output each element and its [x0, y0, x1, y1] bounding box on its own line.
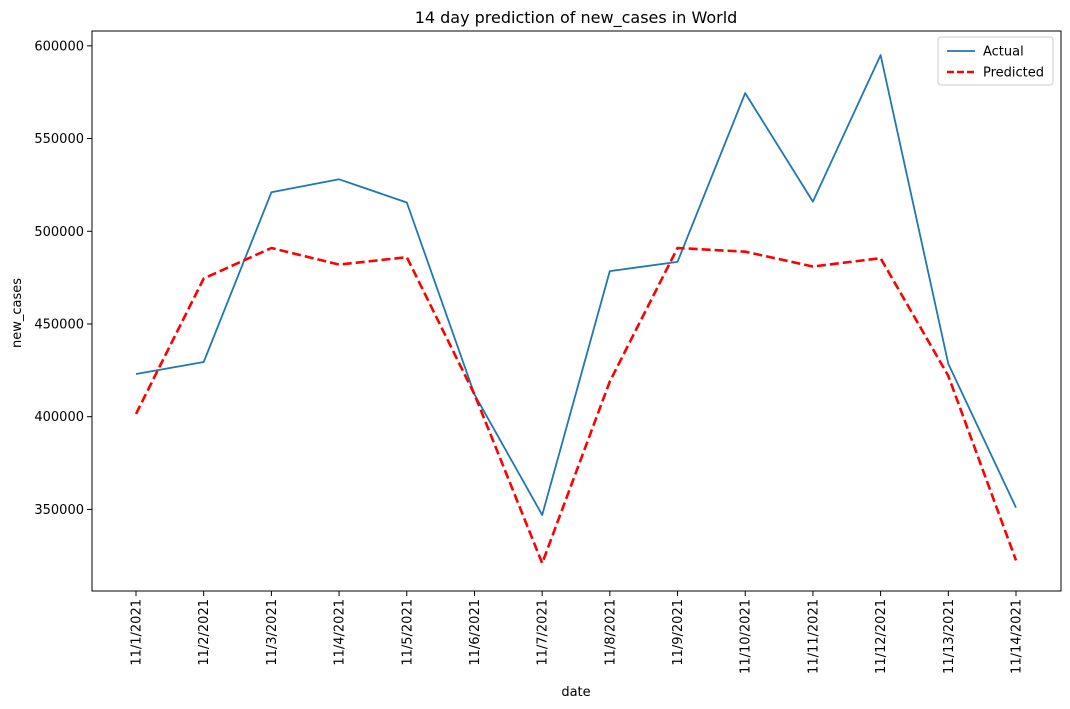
legend: Actual Predicted: [937, 36, 1054, 86]
y-tick-label: 600000: [34, 39, 84, 54]
series-line-actual: [135, 54, 1017, 516]
legend-label-actual: Actual: [983, 45, 1024, 60]
x-tick-label: 11/2/2021: [197, 599, 212, 666]
x-tick-label: 11/8/2021: [603, 599, 618, 666]
x-tick-label: 11/3/2021: [265, 599, 280, 666]
x-tick-label: 11/4/2021: [333, 599, 348, 666]
y-tick-label: 550000: [34, 132, 84, 147]
y-tick-label: 450000: [34, 317, 84, 332]
legend-label-predicted: Predicted: [983, 66, 1044, 81]
chart-title: 14 day prediction of new_cases in World: [415, 8, 738, 28]
plot-area: 11/1/2021 11/2/2021 11/3/2021 11/4/2021 11/5…: [34, 30, 1062, 674]
legend-box: [937, 36, 1054, 86]
x-tick-label: 11/12/2021: [874, 599, 889, 674]
x-tick-label: 11/11/2021: [806, 599, 821, 674]
x-axis-label: date: [561, 685, 590, 700]
x-tick-label: 11/7/2021: [536, 599, 551, 666]
x-tick-label: 11/9/2021: [671, 599, 686, 666]
x-tick-label: 11/13/2021: [942, 599, 957, 674]
axes-frame: [91, 30, 1062, 592]
x-tick-label: 11/6/2021: [468, 599, 483, 666]
y-tick-label: 500000: [34, 225, 84, 240]
y-axis-label: new_cases: [10, 278, 25, 348]
x-tick-label: 11/1/2021: [130, 599, 145, 666]
y-tick-label: 350000: [34, 503, 84, 518]
x-tick-label: 11/5/2021: [400, 599, 415, 666]
x-tick-label: 11/10/2021: [739, 599, 754, 674]
y-tick-label: 400000: [34, 410, 84, 425]
series-line-predicted: [134, 246, 1018, 565]
x-tick-label: 11/14/2021: [1010, 599, 1025, 674]
